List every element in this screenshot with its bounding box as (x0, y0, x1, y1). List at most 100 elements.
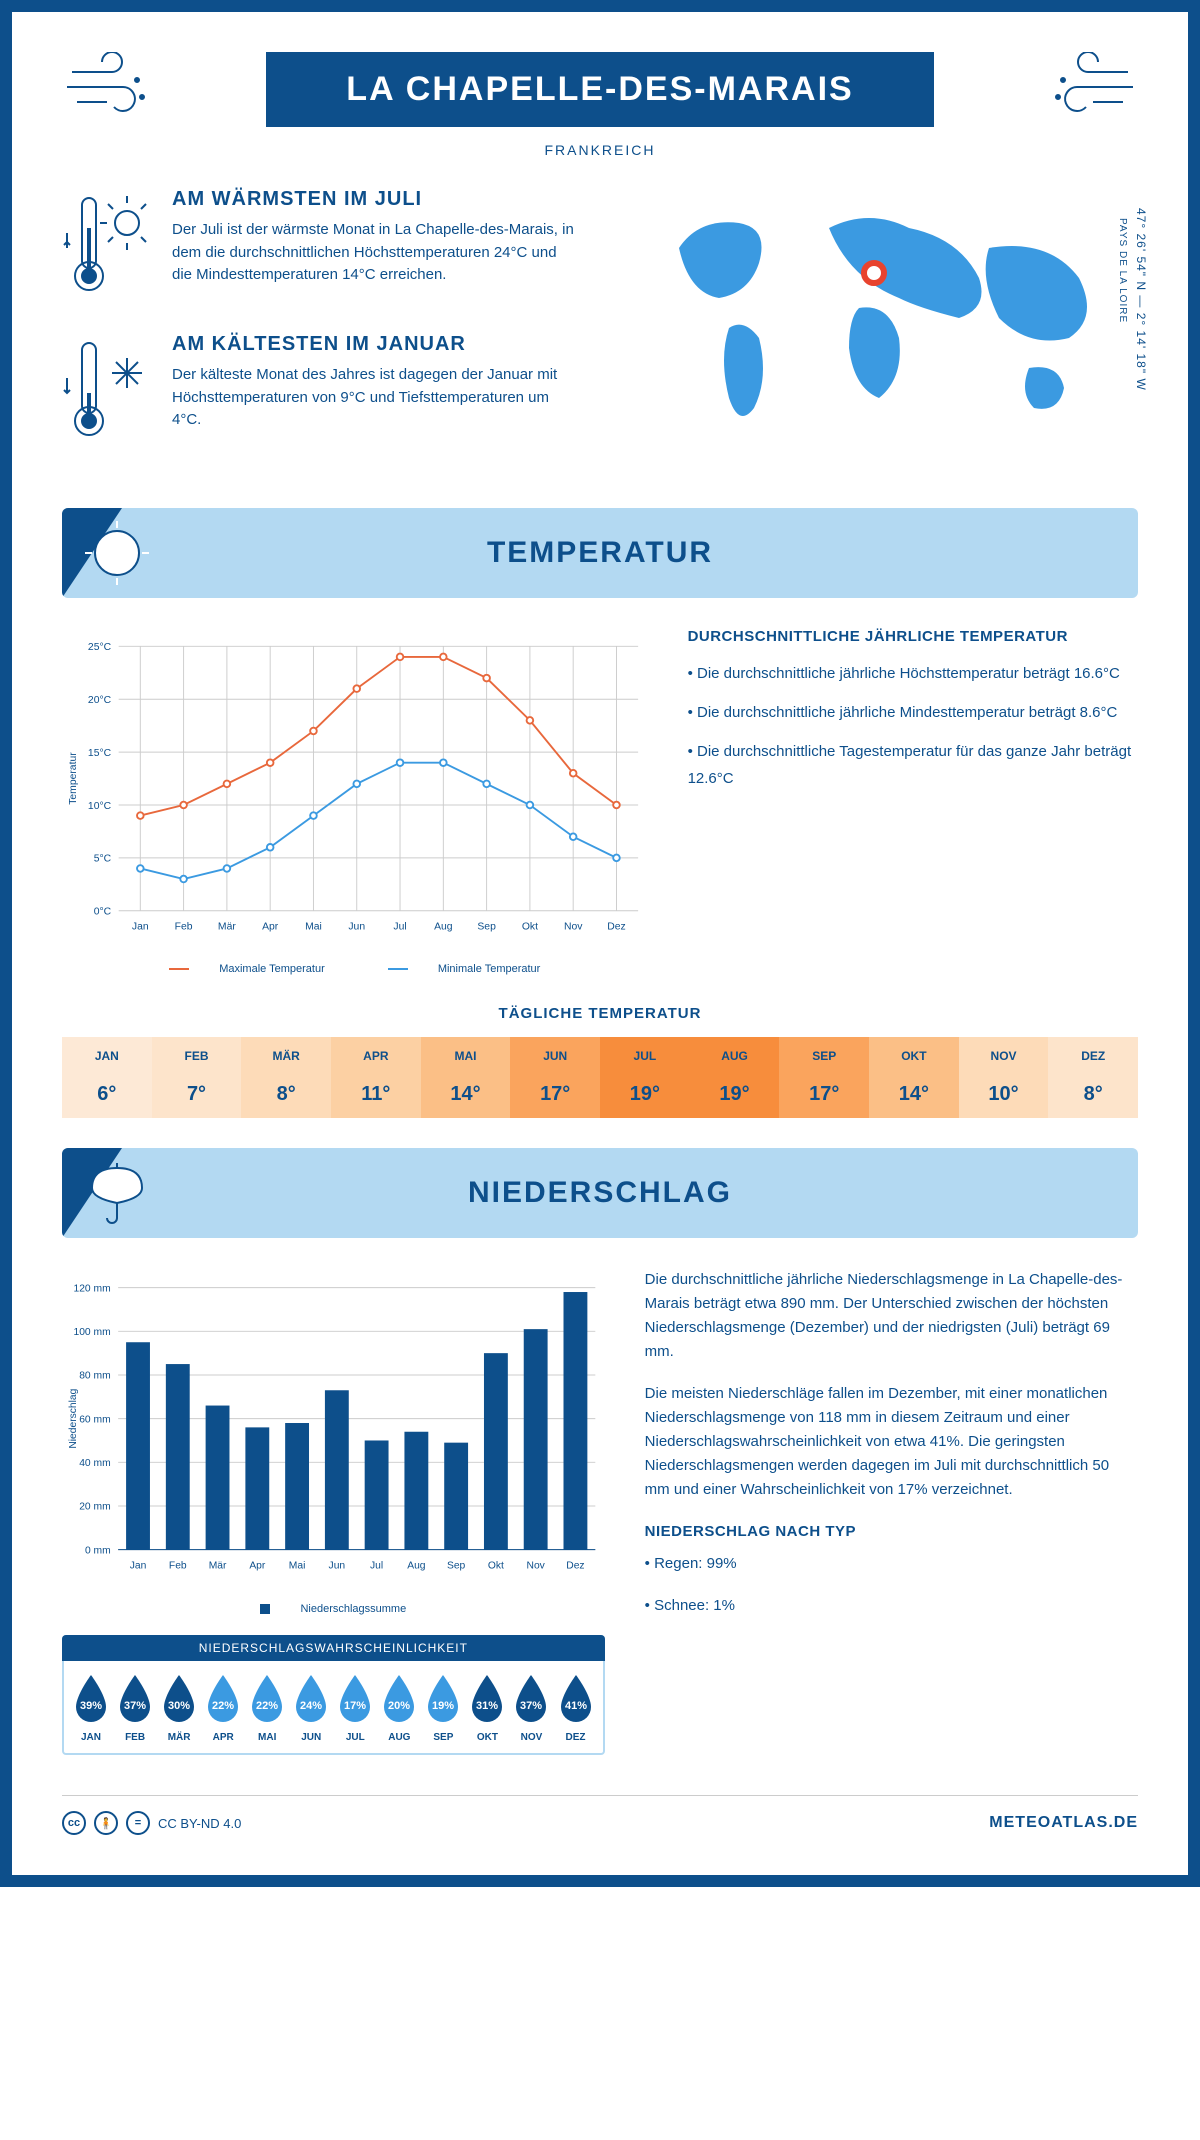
page-title: LA CHAPELLE-DES-MARAIS (266, 52, 933, 127)
precip-legend: Niederschlagssumme (62, 1603, 605, 1615)
svg-text:Nov: Nov (527, 1560, 546, 1571)
daily-cell: FEB7° (152, 1037, 242, 1118)
temp-info-title: DURCHSCHNITTLICHE JÄHRLICHE TEMPERATUR (688, 628, 1138, 645)
svg-text:Aug: Aug (434, 922, 453, 933)
svg-text:17%: 17% (344, 1700, 366, 1712)
cc-icon: cc (62, 1811, 86, 1835)
daily-cell: NOV10° (959, 1037, 1049, 1118)
svg-text:37%: 37% (520, 1700, 542, 1712)
probability-drop: 31% OKT (466, 1671, 508, 1743)
daily-cell: OKT14° (869, 1037, 959, 1118)
svg-text:Mär: Mär (209, 1560, 227, 1571)
svg-text:39%: 39% (80, 1700, 102, 1712)
svg-text:Temperatur: Temperatur (68, 752, 79, 805)
coldest-text: Der kälteste Monat des Jahres ist dagege… (172, 364, 580, 432)
svg-text:Feb: Feb (175, 922, 193, 933)
svg-text:Apr: Apr (249, 1560, 266, 1571)
svg-text:Dez: Dez (607, 922, 625, 933)
section-title: TEMPERATUR (487, 536, 713, 570)
svg-text:Sep: Sep (477, 922, 496, 933)
precipitation-header: NIEDERSCHLAG (62, 1148, 1138, 1238)
temperature-header: TEMPERATUR (62, 508, 1138, 598)
thermometer-hot-icon (62, 188, 152, 303)
wind-icon (62, 52, 162, 127)
world-map (620, 188, 1138, 478)
daily-cell: MAI14° (421, 1037, 511, 1118)
svg-text:24%: 24% (300, 1700, 322, 1712)
svg-text:41%: 41% (565, 1700, 587, 1712)
svg-text:Feb: Feb (169, 1560, 187, 1571)
svg-text:120 mm: 120 mm (74, 1283, 111, 1294)
section-title: NIEDERSCHLAG (468, 1176, 732, 1210)
svg-text:Mai: Mai (289, 1560, 306, 1571)
daily-temp-grid: JAN6°FEB7°MÄR8°APR11°MAI14°JUN17°JUL19°A… (62, 1037, 1138, 1118)
svg-text:37%: 37% (124, 1700, 146, 1712)
probability-drop: 22% APR (202, 1671, 244, 1743)
temperature-chart: 0°C 5°C 10°C 15°C 20°C 25°C Jan Feb Mär Apr Mai Jun… (62, 628, 648, 975)
svg-text:20°C: 20°C (88, 695, 112, 706)
coldest-fact: AM KÄLTESTEN IM JANUAR Der kälteste Mona… (62, 333, 580, 448)
probability-drop: 22% MAI (246, 1671, 288, 1743)
svg-text:5°C: 5°C (94, 854, 112, 865)
svg-text:Jan: Jan (130, 1560, 147, 1571)
probability-drop: 37% FEB (114, 1671, 156, 1743)
svg-text:80 mm: 80 mm (79, 1371, 110, 1382)
svg-text:Jul: Jul (370, 1560, 383, 1571)
coordinates: 47° 26' 54" N — 2° 14' 18" W (1134, 208, 1148, 391)
daily-cell: JUL19° (600, 1037, 690, 1118)
thermometer-cold-icon (62, 333, 152, 448)
svg-text:Jun: Jun (348, 922, 365, 933)
footer: cc 🧍 = CC BY-ND 4.0 METEOATLAS.DE (62, 1795, 1138, 1835)
svg-text:0 mm: 0 mm (85, 1545, 111, 1556)
svg-text:Mär: Mär (218, 922, 236, 933)
brand: METEOATLAS.DE (989, 1814, 1138, 1832)
daily-temp-title: TÄGLICHE TEMPERATUR (62, 1005, 1138, 1022)
svg-text:Okt: Okt (522, 922, 538, 933)
svg-text:15°C: 15°C (88, 748, 112, 759)
probability-drop: 17% JUL (334, 1671, 376, 1743)
svg-text:Aug: Aug (407, 1560, 426, 1571)
daily-cell: AUG19° (690, 1037, 780, 1118)
svg-text:25°C: 25°C (88, 642, 112, 653)
by-icon: 🧍 (94, 1811, 118, 1835)
svg-text:Jun: Jun (329, 1560, 346, 1571)
svg-text:0°C: 0°C (94, 907, 112, 918)
svg-text:Niederschlag: Niederschlag (68, 1388, 79, 1448)
svg-text:30%: 30% (168, 1700, 190, 1712)
header: LA CHAPELLE-DES-MARAIS (62, 52, 1138, 127)
probability-drop: 30% MÄR (158, 1671, 200, 1743)
svg-text:20 mm: 20 mm (79, 1502, 110, 1513)
daily-cell: JAN6° (62, 1037, 152, 1118)
infographic-page: LA CHAPELLE-DES-MARAIS FRANKREICH AM WÄR… (0, 0, 1200, 1887)
svg-text:Okt: Okt (488, 1560, 504, 1571)
wind-icon (1038, 52, 1138, 127)
temp-legend: Maximale Temperatur Minimale Temperatur (62, 963, 648, 975)
probability-drop: 37% NOV (510, 1671, 552, 1743)
svg-text:31%: 31% (476, 1700, 498, 1712)
probability-drop: 41% DEZ (555, 1671, 597, 1743)
country-label: FRANKREICH (62, 142, 1138, 158)
region-label: PAYS DE LA LOIRE (1117, 218, 1128, 323)
coldest-title: AM KÄLTESTEN IM JANUAR (172, 333, 580, 356)
warmest-fact: AM WÄRMSTEN IM JULI Der Juli ist der wär… (62, 188, 580, 303)
svg-text:10°C: 10°C (88, 801, 112, 812)
warmest-title: AM WÄRMSTEN IM JULI (172, 188, 580, 211)
daily-cell: MÄR8° (241, 1037, 331, 1118)
nd-icon: = (126, 1811, 150, 1835)
daily-cell: DEZ8° (1048, 1037, 1138, 1118)
svg-text:Mai: Mai (305, 922, 322, 933)
daily-cell: APR11° (331, 1037, 421, 1118)
svg-text:19%: 19% (432, 1700, 454, 1712)
svg-text:Apr: Apr (262, 922, 279, 933)
svg-text:Jan: Jan (132, 922, 149, 933)
warmest-text: Der Juli ist der wärmste Monat in La Cha… (172, 219, 580, 287)
svg-text:100 mm: 100 mm (74, 1327, 111, 1338)
daily-cell: SEP17° (779, 1037, 869, 1118)
svg-text:22%: 22% (212, 1700, 234, 1712)
precipitation-probability: NIEDERSCHLAGSWAHRSCHEINLICHKEIT 39% JAN … (62, 1635, 605, 1755)
probability-drop: 20% AUG (378, 1671, 420, 1743)
probability-drop: 39% JAN (70, 1671, 112, 1743)
temperature-info: DURCHSCHNITTLICHE JÄHRLICHE TEMPERATUR •… (688, 628, 1138, 975)
svg-text:Jul: Jul (393, 922, 406, 933)
svg-text:22%: 22% (256, 1700, 278, 1712)
